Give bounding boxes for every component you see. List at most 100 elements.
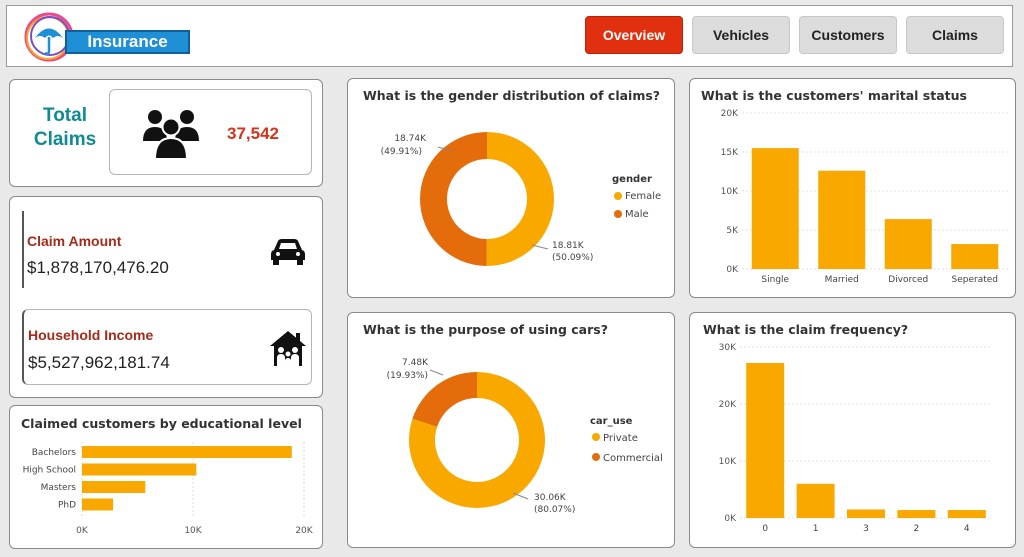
gender-data-label: (49.91%) xyxy=(381,147,422,157)
marital-chart: 0K 5K 10K 15K 20K Single Married Divorced Sepera… xyxy=(721,109,1008,285)
marital-chart-title: What is the customers' marital status xyxy=(701,88,967,103)
amounts-card: Claim Amount $1,878,170,476.20 Household… xyxy=(9,196,323,398)
marital-category-label: Married xyxy=(825,275,859,285)
claim-amount-accent-line xyxy=(22,211,24,288)
gender-legend-label: Male xyxy=(625,209,649,220)
nav-tab-customers[interactable]: Customers xyxy=(799,16,897,54)
frequency-bar xyxy=(796,483,835,518)
car-use-legend-marker xyxy=(592,453,600,461)
frequency-category-label: 4 xyxy=(964,524,970,534)
frequency-tick-label: 20K xyxy=(719,400,737,410)
marital-tick-label: 20K xyxy=(721,109,739,119)
logo-text: Insurance xyxy=(65,30,190,54)
frequency-chart-title: What is the claim frequency? xyxy=(703,322,909,337)
total-claims-box: 37,542 xyxy=(109,89,312,175)
education-bar xyxy=(82,481,146,493)
marital-bar xyxy=(818,170,866,269)
car-use-legend-label: Private xyxy=(603,433,638,444)
gender-legend-title: gender xyxy=(612,174,652,185)
car-use-slice xyxy=(409,372,545,508)
frequency-chart: 0K 10K 20K 30K 0 1 3 2 4 xyxy=(719,343,992,534)
frequency-category-label: 3 xyxy=(863,524,869,534)
frequency-category-label: 0 xyxy=(762,524,768,534)
household-income-label: Household Income xyxy=(28,327,154,343)
marital-tick-label: 0K xyxy=(726,265,739,275)
education-chart: 0K 10K 20K Bachelors High School Masters PhD xyxy=(23,442,314,536)
car-use-data-label: (19.93%) xyxy=(387,371,428,381)
car-use-legend-title: car_use xyxy=(590,416,633,427)
marital-bar xyxy=(884,219,932,269)
frequency-tick-label: 0K xyxy=(724,514,737,524)
frequency-tick-label: 10K xyxy=(719,457,737,467)
total-claims-value: 37,542 xyxy=(227,124,279,143)
education-bar xyxy=(82,463,197,476)
frequency-bar xyxy=(847,509,885,518)
car-use-legend-label: Commercial xyxy=(603,453,663,464)
education-chart-card: Claimed customers by educational level 0… xyxy=(9,405,323,549)
frequency-category-label: 2 xyxy=(914,524,920,534)
marital-category-label: Seperated xyxy=(952,275,999,285)
education-category-label: PhD xyxy=(58,501,76,511)
car-use-leader-line xyxy=(512,492,529,500)
gender-slice xyxy=(486,132,555,266)
education-category-label: High School xyxy=(23,466,76,476)
marital-bar xyxy=(751,148,799,269)
gender-chart-title: What is the gender distribution of claim… xyxy=(363,88,661,103)
education-chart-title: Claimed customers by educational level xyxy=(21,416,302,431)
car-use-data-label: 30.06K xyxy=(534,493,567,503)
frequency-bar xyxy=(746,362,785,518)
education-tick-label: 0K xyxy=(76,526,89,536)
car-use-slice xyxy=(412,372,477,427)
gender-legend-marker xyxy=(614,192,622,200)
gender-chart: 18.81K (50.09%) 18.74K (49.91%) gender Female… xyxy=(381,132,661,266)
house-family-icon xyxy=(270,331,306,366)
insurance-logo: Insurance xyxy=(21,11,190,63)
education-tick-label: 20K xyxy=(295,526,313,536)
car-use-chart: 30.06K (80.07%) 7.48K (19.93%) car_use Privat… xyxy=(387,358,663,515)
gender-data-label: (50.09%) xyxy=(552,253,593,263)
car-use-legend-marker xyxy=(592,433,600,441)
gender-legend-label: Female xyxy=(625,191,661,202)
car-use-data-label: (80.07%) xyxy=(534,505,575,515)
frequency-bar xyxy=(947,510,986,518)
gender-leader-line xyxy=(437,146,453,152)
people-icon xyxy=(143,110,199,160)
education-bar xyxy=(82,498,114,511)
marital-tick-label: 15K xyxy=(721,148,739,158)
nav-tab-overview[interactable]: Overview xyxy=(585,16,683,54)
household-income-box: Household Income $5,527,962,181.74 xyxy=(22,309,312,385)
education-tick-label: 10K xyxy=(184,526,202,536)
marital-category-label: Divorced xyxy=(888,275,928,285)
frequency-bar xyxy=(897,510,936,518)
total-claims-card: Total Claims 37,542 xyxy=(9,79,323,187)
household-income-value: $5,527,962,181.74 xyxy=(28,353,170,372)
frequency-tick-label: 30K xyxy=(719,343,737,353)
marital-bar xyxy=(951,244,999,269)
car-use-leader-line xyxy=(429,369,444,376)
gender-chart-card: What is the gender distribution of claim… xyxy=(347,78,675,298)
gender-legend-marker xyxy=(614,210,622,218)
gender-slice xyxy=(420,132,487,266)
frequency-chart-card: What is the claim frequency? 0K 10K 20K 30K… xyxy=(689,312,1016,548)
marital-tick-label: 5K xyxy=(726,226,739,236)
total-claims-label: Total Claims xyxy=(33,105,97,150)
claim-amount-label: Claim Amount xyxy=(27,233,122,249)
gender-leader-line xyxy=(531,244,549,250)
car-use-chart-card: What is the purpose of using cars? 30.06… xyxy=(347,312,675,548)
marital-chart-card: What is the customers' marital status 0K… xyxy=(689,78,1016,298)
claim-amount-value: $1,878,170,476.20 xyxy=(27,258,169,277)
car-icon xyxy=(271,239,305,265)
marital-category-label: Single xyxy=(761,275,789,285)
car-use-data-label: 7.48K xyxy=(402,358,429,368)
gender-data-label: 18.81K xyxy=(552,241,585,251)
gender-data-label: 18.74K xyxy=(394,134,427,144)
frequency-category-label: 1 xyxy=(813,524,819,534)
nav-tab-vehicles[interactable]: Vehicles xyxy=(692,16,790,54)
education-category-label: Masters xyxy=(41,483,77,493)
car-use-chart-title: What is the purpose of using cars? xyxy=(363,322,608,337)
education-bar xyxy=(82,446,292,458)
header-bar: Insurance Overview Vehicles Customers Cl… xyxy=(6,5,1013,67)
marital-tick-label: 10K xyxy=(721,187,739,197)
nav-tab-claims[interactable]: Claims xyxy=(906,16,1004,54)
education-category-label: Bachelors xyxy=(32,448,77,458)
